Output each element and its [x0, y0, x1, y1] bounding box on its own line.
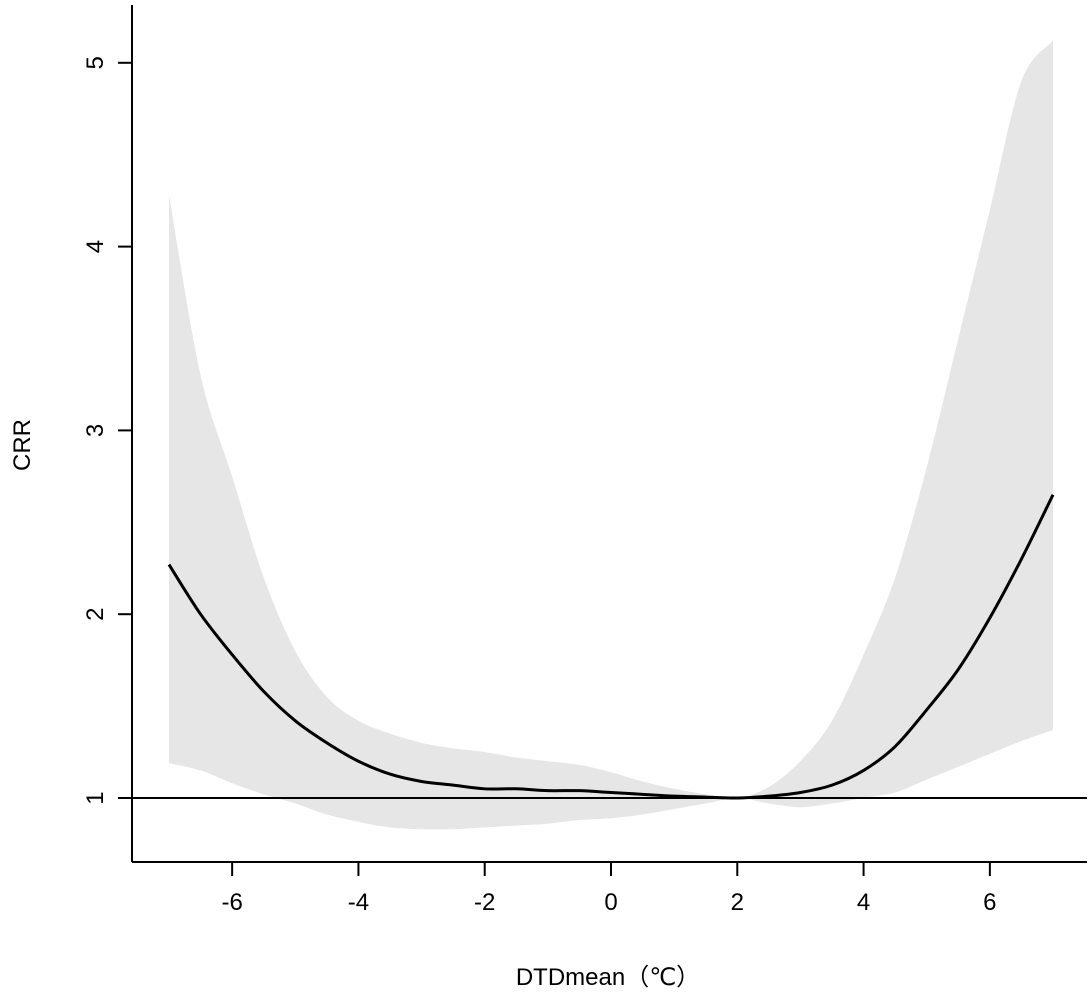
y-tick-label: 4 [82, 240, 109, 253]
x-tick-label: -2 [474, 889, 495, 916]
x-tick-label: 4 [857, 889, 870, 916]
x-tick-label: 0 [604, 889, 617, 916]
axes: -6 -4 -2 0 2 4 6 1 2 3 4 5 [82, 5, 1087, 916]
y-axis-title: CRR [9, 419, 36, 471]
x-tick-label: -6 [221, 889, 242, 916]
x-tick-label: 6 [983, 889, 996, 916]
y-tick-label: 1 [82, 791, 109, 804]
y-tick-label: 5 [82, 56, 109, 69]
x-axis-title: DTDmean（℃） [516, 964, 700, 991]
x-tick-label: -4 [348, 889, 369, 916]
y-tick-label: 3 [82, 424, 109, 437]
x-tick-label: 2 [731, 889, 744, 916]
crr-series-line [167, 494, 1055, 800]
y-tick-label: 2 [82, 608, 109, 621]
confidence-band [169, 40, 1053, 830]
